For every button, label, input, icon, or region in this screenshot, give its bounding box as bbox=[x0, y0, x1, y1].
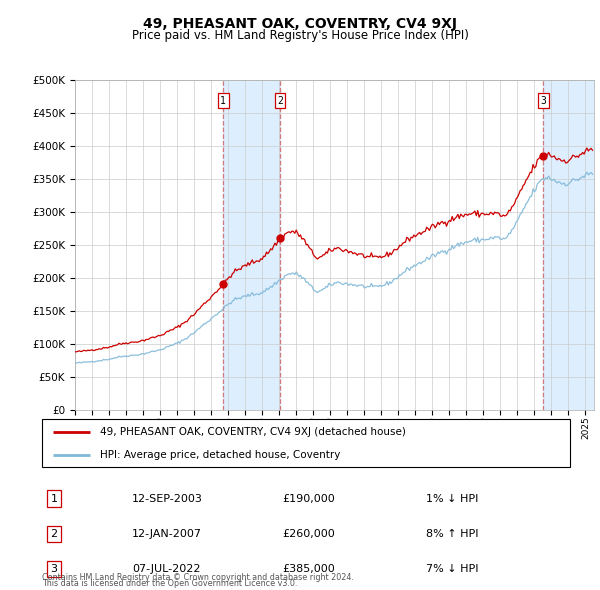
Text: 07-JUL-2022: 07-JUL-2022 bbox=[132, 565, 200, 574]
Bar bbox=[223, 80, 280, 410]
Text: £190,000: £190,000 bbox=[282, 494, 335, 503]
Text: £385,000: £385,000 bbox=[282, 565, 335, 574]
Text: 8% ↑ HPI: 8% ↑ HPI bbox=[426, 529, 479, 539]
Text: 49, PHEASANT OAK, COVENTRY, CV4 9XJ (detached house): 49, PHEASANT OAK, COVENTRY, CV4 9XJ (det… bbox=[100, 427, 406, 437]
Text: 1% ↓ HPI: 1% ↓ HPI bbox=[426, 494, 478, 503]
Text: 1: 1 bbox=[220, 96, 226, 106]
Text: Price paid vs. HM Land Registry's House Price Index (HPI): Price paid vs. HM Land Registry's House … bbox=[131, 30, 469, 42]
Text: 49, PHEASANT OAK, COVENTRY, CV4 9XJ: 49, PHEASANT OAK, COVENTRY, CV4 9XJ bbox=[143, 17, 457, 31]
Text: HPI: Average price, detached house, Coventry: HPI: Average price, detached house, Cove… bbox=[100, 450, 340, 460]
Text: 7% ↓ HPI: 7% ↓ HPI bbox=[426, 565, 479, 574]
Text: 12-SEP-2003: 12-SEP-2003 bbox=[132, 494, 203, 503]
Text: 1: 1 bbox=[50, 494, 58, 503]
Text: 2: 2 bbox=[50, 529, 58, 539]
Text: Contains HM Land Registry data © Crown copyright and database right 2024.: Contains HM Land Registry data © Crown c… bbox=[42, 573, 354, 582]
Text: 12-JAN-2007: 12-JAN-2007 bbox=[132, 529, 202, 539]
Text: 3: 3 bbox=[541, 96, 546, 106]
Bar bbox=[543, 80, 594, 410]
Text: This data is licensed under the Open Government Licence v3.0.: This data is licensed under the Open Gov… bbox=[42, 579, 298, 588]
Text: 2: 2 bbox=[277, 96, 283, 106]
Text: £260,000: £260,000 bbox=[282, 529, 335, 539]
FancyBboxPatch shape bbox=[42, 419, 570, 467]
Text: 3: 3 bbox=[50, 565, 58, 574]
